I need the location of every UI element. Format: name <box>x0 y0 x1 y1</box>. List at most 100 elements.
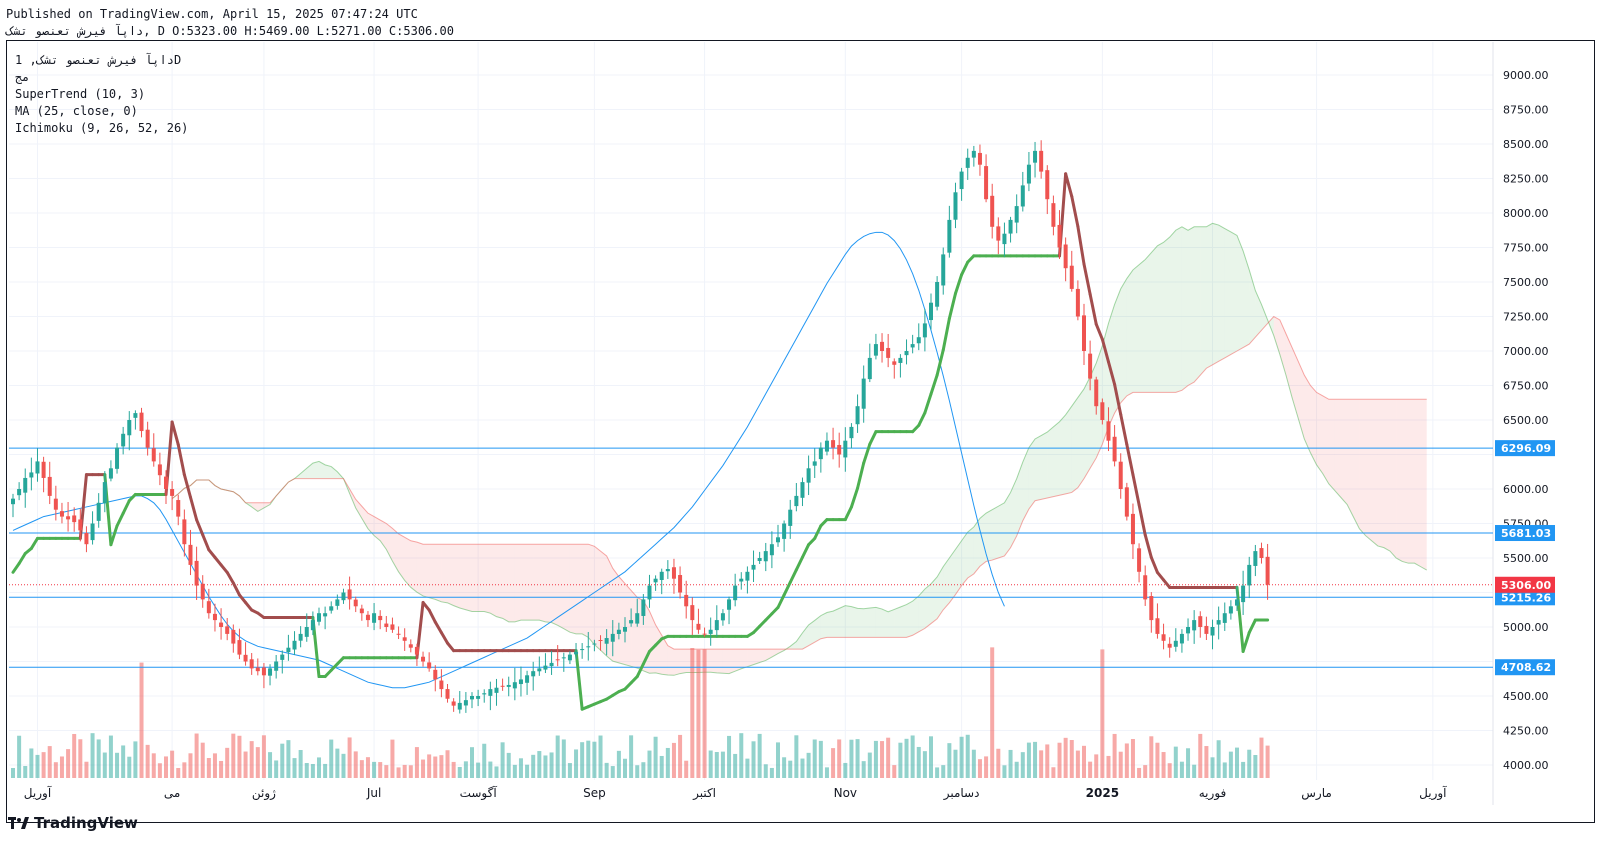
supertrend-segment <box>121 499 131 515</box>
candle-body <box>421 656 426 662</box>
cloud-segment <box>771 649 778 658</box>
candle-body <box>1063 244 1068 269</box>
supertrend-segment <box>776 593 786 609</box>
volume-bar <box>1063 737 1068 778</box>
candle-body <box>84 533 89 545</box>
candle-body <box>1192 620 1197 631</box>
candle-body <box>1094 379 1099 407</box>
cloud-segment <box>1194 226 1201 383</box>
candle-body <box>1228 606 1233 614</box>
cloud-segment <box>612 568 619 663</box>
candle-body <box>684 594 689 607</box>
volume-bar <box>268 752 273 778</box>
supertrend-segment <box>843 505 853 522</box>
volume-bar <box>151 753 156 778</box>
volume-bar <box>176 767 181 778</box>
legend-supertrend[interactable]: SuperTrend (10, 3) <box>15 87 146 101</box>
volume-bar <box>439 755 444 778</box>
cloud-segment <box>986 509 993 562</box>
cloud-segment <box>508 544 515 622</box>
cloud-segment <box>1328 399 1335 491</box>
candle-body <box>470 696 474 700</box>
volume-bar <box>1002 765 1007 778</box>
legend-ichimoku[interactable]: Ichimoku (9, 26, 52, 26) <box>15 121 189 135</box>
volume-bar <box>555 735 560 778</box>
cloud-segment <box>716 649 723 674</box>
candle-body <box>365 614 370 621</box>
volume-bar <box>451 761 456 778</box>
cloud-segment <box>1249 269 1256 345</box>
cloud-segment <box>484 544 491 614</box>
cloud-segment <box>300 468 307 479</box>
tradingview-brand[interactable]: TradingView <box>8 814 138 832</box>
candle-body <box>108 468 113 479</box>
supertrend-segment <box>641 649 651 666</box>
volume-bar <box>194 733 199 778</box>
candle-body <box>378 615 383 621</box>
y-tick-label: 4250.00 <box>1503 725 1549 738</box>
supertrend-segment <box>929 373 939 396</box>
candle-body <box>151 448 156 462</box>
candle-body <box>396 633 401 635</box>
volume-bar <box>512 764 517 778</box>
supertrend-segment <box>11 562 21 574</box>
candle-body <box>1130 513 1135 545</box>
cloud-segment <box>1383 399 1390 552</box>
volume-bar <box>1014 761 1019 778</box>
cloud-segment <box>1212 223 1219 365</box>
candle-body <box>219 622 224 627</box>
cloud-segment <box>625 583 632 667</box>
volume-bar <box>17 735 22 778</box>
supertrend-segment <box>953 273 964 296</box>
volume-bar <box>965 734 970 778</box>
volume-bar <box>1247 749 1252 778</box>
candle-body <box>837 444 842 455</box>
volume-bar <box>463 761 468 778</box>
legend-ma[interactable]: MA (25, close, 0) <box>15 104 138 118</box>
cloud-segment <box>857 608 864 638</box>
candle-body <box>35 461 40 474</box>
candle-body <box>904 351 909 356</box>
cloud-segment <box>1255 290 1262 338</box>
volume-bar <box>714 752 719 778</box>
candle-body <box>341 592 346 601</box>
candle-body <box>641 599 646 616</box>
cloud-segment <box>667 645 674 676</box>
cloud-segment <box>1181 226 1189 391</box>
volume-bar <box>365 757 370 778</box>
ichimoku-cloud <box>171 222 1427 676</box>
candle-body <box>255 667 260 672</box>
volume-bar <box>96 739 101 778</box>
candle-body <box>665 569 670 572</box>
cloud-segment <box>435 544 442 602</box>
volume-bar <box>549 752 554 778</box>
candle-body <box>17 489 22 496</box>
cloud-segment <box>1010 478 1017 548</box>
candle-body <box>96 502 101 521</box>
volume-bar <box>837 739 842 778</box>
volume-bar <box>1253 755 1258 778</box>
volume-bar <box>806 752 811 778</box>
supertrend-segment <box>1125 443 1135 477</box>
y-tick-label: 8750.00 <box>1503 104 1549 117</box>
cloud-segment <box>1151 245 1158 393</box>
volume-bar <box>690 648 695 778</box>
candle-body <box>347 589 352 600</box>
cloud-segment <box>661 635 668 675</box>
horizontal-levels <box>9 447 1493 668</box>
cloud-segment <box>453 544 460 609</box>
cloud-segment <box>606 555 613 662</box>
volume-bar <box>421 759 426 778</box>
candle-body <box>525 675 530 683</box>
volume-bar <box>653 736 658 778</box>
candle-body <box>984 166 989 200</box>
volume-bar <box>372 761 377 778</box>
supertrend-segment <box>1088 292 1098 326</box>
candle-body <box>714 620 719 631</box>
candle-body <box>861 378 866 409</box>
candle-body <box>1210 627 1215 636</box>
candle-body <box>53 498 58 510</box>
cloud-segment <box>472 544 479 612</box>
volume-bar <box>751 741 756 778</box>
